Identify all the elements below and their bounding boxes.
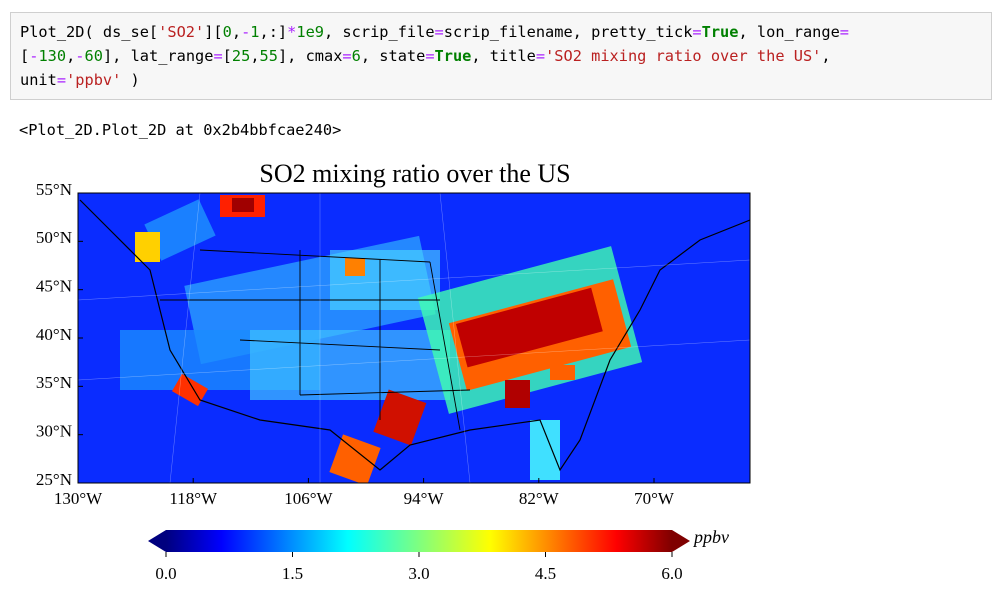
code-token: True <box>434 47 472 65</box>
code-token: = <box>535 47 546 65</box>
colorbar-over <box>672 530 690 552</box>
y-tick-label: 35°N <box>36 373 72 392</box>
output-text: <Plot_2D.Plot_2D at 0x2b4bbfcae240> <box>19 121 342 139</box>
code-token: [ <box>222 47 232 65</box>
code-token: 1 <box>250 23 260 41</box>
colorbar-unit: ppbv <box>692 527 729 547</box>
code-token: , <box>821 47 831 65</box>
map <box>78 193 750 483</box>
code-token: 55 <box>259 47 278 65</box>
code-token: 6 <box>351 47 361 65</box>
code-token: = <box>342 47 352 65</box>
y-tick-label: 55°N <box>36 180 72 199</box>
code-token: ], lat_range <box>102 47 214 65</box>
colorbar-tick-label: 0.0 <box>155 564 176 583</box>
code-token: 60 <box>84 47 103 65</box>
code-token: , <box>250 47 260 65</box>
code-token: 1e9 <box>296 23 325 41</box>
code-token: - <box>241 23 251 41</box>
code-token: = <box>56 71 67 89</box>
code-token: * <box>287 23 297 41</box>
code-token: ,:] <box>259 23 288 41</box>
code-token: = <box>213 47 223 65</box>
colorbar-tick-label: 3.0 <box>408 564 429 583</box>
x-tick-label: 106°W <box>284 489 333 508</box>
colorbar-under <box>148 530 166 552</box>
code-token: [ <box>20 47 30 65</box>
code-token: 'SO2' <box>158 23 205 41</box>
code-token: scrip_filename, pretty_tick <box>443 23 693 41</box>
code-token: 130 <box>38 47 67 65</box>
plot-title: SO2 mixing ratio over the US <box>259 159 570 188</box>
code-token: ], cmax <box>277 47 343 65</box>
y-tick-label: 45°N <box>36 277 72 296</box>
colorbar-tick-label: 1.5 <box>282 564 303 583</box>
code-token: 'SO2 mixing ratio over the US' <box>545 47 822 65</box>
code-token: unit <box>20 71 57 89</box>
colorbar-tick-label: 4.5 <box>535 564 556 583</box>
code-token: , <box>231 23 242 41</box>
code-token: - <box>75 47 85 65</box>
code-token: = <box>839 23 850 41</box>
code-token: 25 <box>231 47 251 65</box>
code-token: , state <box>360 47 426 65</box>
code-token: - <box>29 47 39 65</box>
x-tick-label: 118°W <box>169 489 218 508</box>
code-token: = <box>434 23 444 41</box>
x-tick-label: 94°W <box>404 489 445 508</box>
code-token: , <box>66 47 76 65</box>
colorbar-tick-label: 6.0 <box>661 564 682 583</box>
code: Plot_2D( ds_se['SO2'][0,-1,:]*1e9, scrip… <box>20 20 849 92</box>
code-token: True <box>701 23 739 41</box>
y-tick-label: 30°N <box>36 422 72 441</box>
code-token: 0 <box>222 23 232 41</box>
y-tick-label: 50°N <box>36 228 72 247</box>
colorbar <box>166 530 672 552</box>
x-tick-label: 130°W <box>54 489 103 508</box>
code-token: = <box>692 23 702 41</box>
code-token: ][ <box>204 23 223 41</box>
code-token: Plot_2D( ds_se[ <box>20 23 159 41</box>
code-token: 'ppbv' <box>66 71 122 89</box>
code-cell[interactable]: Plot_2D( ds_se['SO2'][0,-1,:]*1e9, scrip… <box>10 12 992 100</box>
code-token: , lon_range <box>738 23 840 41</box>
code-token: = <box>425 47 435 65</box>
y-tick-label: 25°N <box>36 470 72 489</box>
code-token: , scrip_file <box>324 23 435 41</box>
y-tick-label: 40°N <box>36 325 72 344</box>
code-token: , title <box>471 47 536 65</box>
x-tick-label: 70°W <box>634 489 675 508</box>
x-tick-label: 82°W <box>519 489 560 508</box>
code-token: ) <box>121 71 140 89</box>
